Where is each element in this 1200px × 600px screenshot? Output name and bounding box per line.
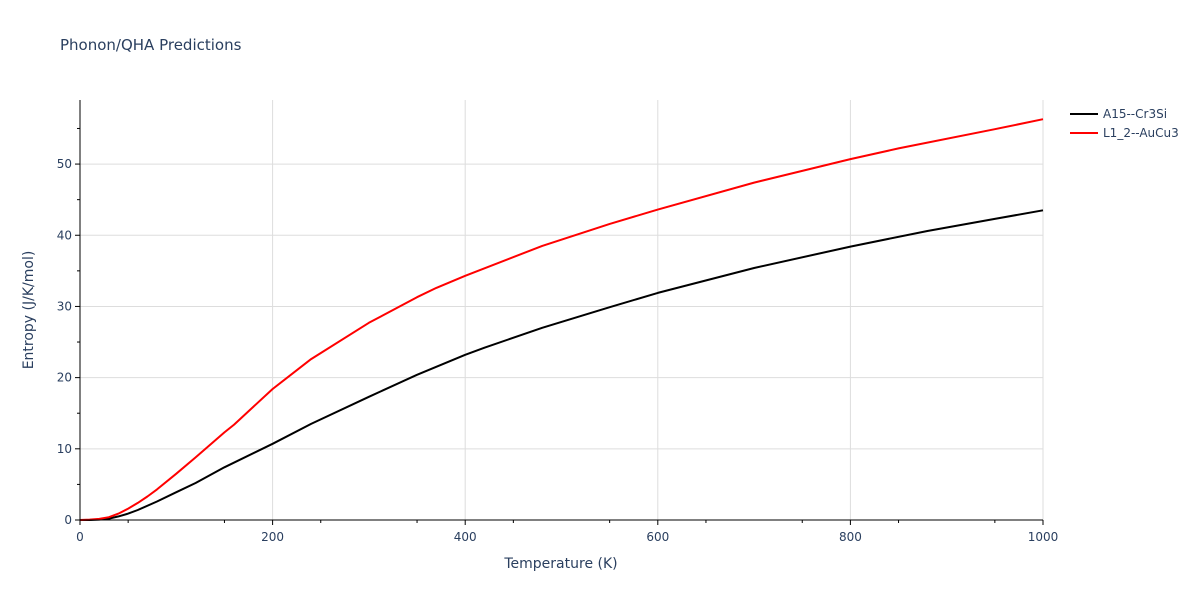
x-tick-label: 0 <box>76 530 84 544</box>
y-tick-label: 40 <box>57 228 72 242</box>
y-tick-label: 10 <box>57 442 72 456</box>
series-layer <box>79 118 1044 521</box>
x-axis-label: Temperature (K) <box>503 556 617 572</box>
legend-label: A15--Cr3Si <box>1103 107 1167 121</box>
x-tick-label: 600 <box>646 530 669 544</box>
x-tick-label: 800 <box>839 530 862 544</box>
legend-item[interactable]: L1_2--AuCu3 <box>1070 126 1179 140</box>
legend-item[interactable]: A15--Cr3Si <box>1070 107 1167 121</box>
y-tick-label: 50 <box>57 157 72 171</box>
axes: 0 200 400 600 800 1000 0 10 20 30 40 50 <box>57 100 1059 544</box>
x-tick-label: 200 <box>261 530 284 544</box>
y-tick-label: 30 <box>57 299 72 313</box>
y-tick-label: 0 <box>64 513 72 527</box>
x-tick-label: 1000 <box>1028 530 1059 544</box>
legend[interactable]: A15--Cr3Si L1_2--AuCu3 <box>1070 107 1179 140</box>
legend-label: L1_2--AuCu3 <box>1103 126 1179 140</box>
y-tick-label: 20 <box>57 371 72 385</box>
x-tick-label: 400 <box>454 530 477 544</box>
series-line-1[interactable] <box>80 209 1044 521</box>
series-line-2[interactable] <box>79 118 1044 521</box>
chart-title: Phonon/QHA Predictions <box>60 36 242 54</box>
y-axis-label: Entropy (J/K/mol) <box>21 251 37 370</box>
grid <box>80 100 1044 520</box>
